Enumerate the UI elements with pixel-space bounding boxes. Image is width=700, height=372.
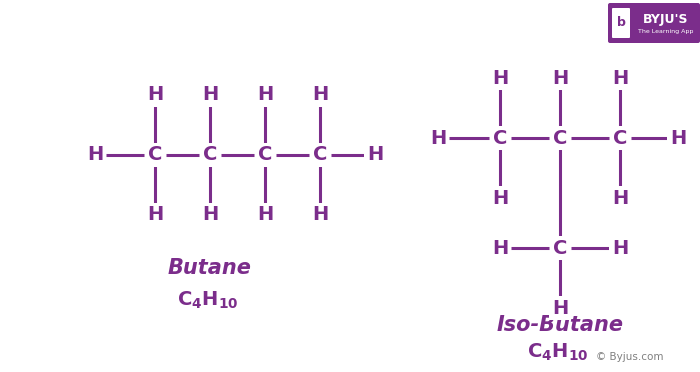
Text: Butane: Butane	[168, 258, 252, 278]
Text: H: H	[670, 128, 686, 148]
Text: C: C	[553, 128, 567, 148]
Text: H: H	[147, 86, 163, 105]
Text: H: H	[430, 128, 446, 148]
Text: b: b	[617, 16, 625, 29]
Text: H: H	[552, 68, 568, 87]
Text: $\mathbf{C_4H_{10}}$: $\mathbf{C_4H_{10}}$	[177, 289, 239, 311]
Text: H: H	[257, 205, 273, 224]
Text: H: H	[367, 145, 383, 164]
Text: H: H	[612, 189, 628, 208]
Text: H: H	[612, 238, 628, 257]
Text: C: C	[258, 145, 272, 164]
Text: H: H	[202, 86, 218, 105]
Text: C: C	[203, 145, 217, 164]
Text: H: H	[612, 68, 628, 87]
Text: C: C	[553, 238, 567, 257]
Text: The Learning App: The Learning App	[638, 29, 694, 33]
Text: Iso-Butane: Iso-Butane	[496, 315, 624, 335]
Text: H: H	[552, 298, 568, 317]
Text: H: H	[257, 86, 273, 105]
Text: H: H	[492, 238, 508, 257]
Text: H: H	[312, 86, 328, 105]
FancyBboxPatch shape	[608, 3, 700, 43]
Text: C: C	[612, 128, 627, 148]
Text: BYJU'S: BYJU'S	[643, 13, 689, 26]
Text: C: C	[493, 128, 507, 148]
Text: H: H	[147, 205, 163, 224]
Text: C: C	[148, 145, 162, 164]
Text: C: C	[313, 145, 327, 164]
Text: H: H	[312, 205, 328, 224]
Text: H: H	[202, 205, 218, 224]
Text: H: H	[492, 68, 508, 87]
Text: H: H	[492, 189, 508, 208]
Text: © Byjus.com: © Byjus.com	[596, 352, 664, 362]
FancyBboxPatch shape	[612, 8, 630, 38]
Text: H: H	[87, 145, 103, 164]
Text: $\mathbf{C_4H_{10}}$: $\mathbf{C_4H_{10}}$	[527, 341, 589, 363]
